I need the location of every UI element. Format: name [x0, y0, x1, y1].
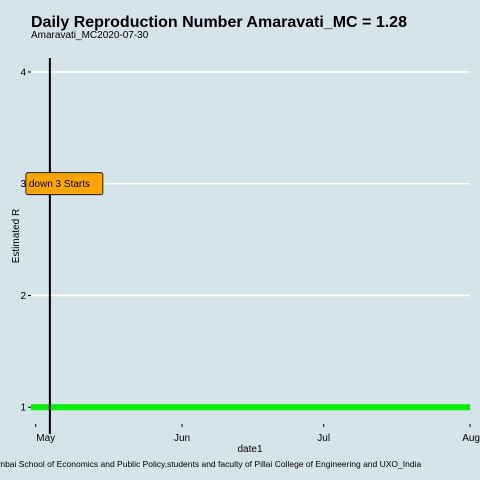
x-tick-label: Aug [462, 433, 480, 444]
x-axis-ticks: May Jun Jul Aug [35, 424, 480, 444]
y-tick-label: 2 [20, 291, 26, 302]
y-axis-ticks: 1 2 3 4 [20, 67, 31, 414]
chart-subtitle: Amaravati_MC2020-07-30 [31, 30, 149, 41]
annotation-group: down 3 Starts [25, 172, 104, 196]
x-tick-label: Jun [174, 433, 190, 444]
x-axis-label: date1 [237, 444, 262, 455]
chart-title: Daily Reproduction Number Amaravati_MC =… [31, 14, 407, 31]
y-tick-label: 1 [20, 403, 26, 414]
chart-caption: mbai School of Economics and Public Poli… [0, 459, 421, 469]
annotation-box [25, 172, 104, 196]
y-tick-label: 3 [20, 179, 26, 190]
y-tick-label: 4 [20, 67, 26, 78]
x-tick-label: May [36, 433, 55, 444]
y-axis-label: Estimated R [11, 209, 22, 263]
gridlines [31, 71, 470, 409]
annotation-label: down 3 Starts [29, 179, 90, 190]
x-tick-label: Jul [317, 433, 330, 444]
